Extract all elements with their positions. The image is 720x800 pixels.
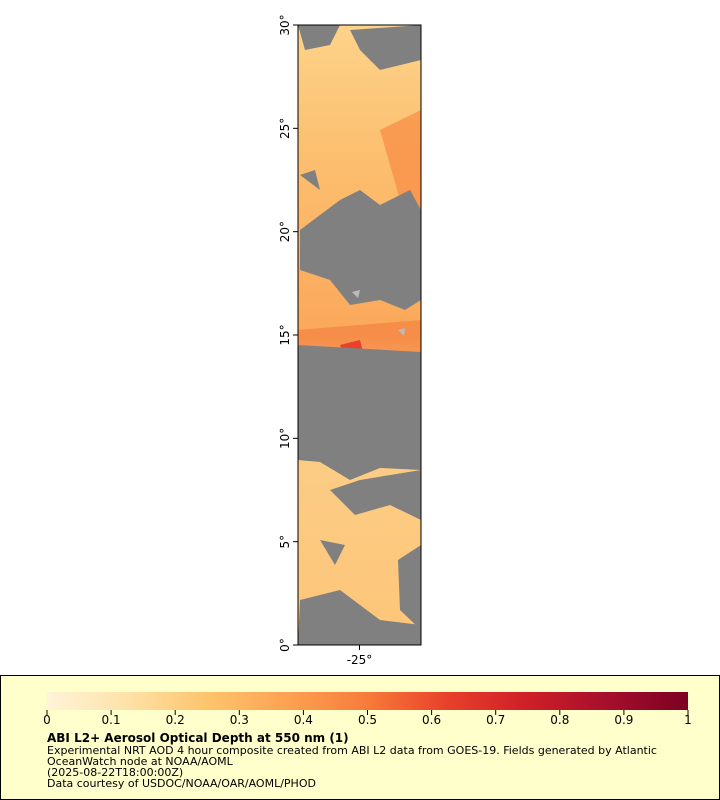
y-tick-label: 10° xyxy=(278,428,292,449)
y-tick-label: 5° xyxy=(278,535,292,549)
colorbar-tick-label: 0.2 xyxy=(166,713,185,727)
map-image xyxy=(298,25,421,645)
colorbar-tick-label: 0.1 xyxy=(102,713,121,727)
colorbar-tick-label: 0.4 xyxy=(294,713,313,727)
colorbar-tick-label: 0.5 xyxy=(358,713,377,727)
legend-title: ABI L2+ Aerosol Optical Depth at 550 nm … xyxy=(47,731,349,745)
y-tick-label: 30° xyxy=(278,14,292,35)
y-tick-label: 0° xyxy=(278,638,292,652)
colorbar-tick-label: 0.9 xyxy=(614,713,633,727)
colorbar xyxy=(47,692,688,710)
y-tick-label: 25° xyxy=(278,118,292,139)
legend-line: Experimental NRT AOD 4 hour composite cr… xyxy=(47,744,657,757)
legend-line: (2025-08-22T18:00:00Z) xyxy=(47,766,183,779)
colorbar-tick-label: 0.6 xyxy=(422,713,441,727)
colorbar-tick-label: 0.8 xyxy=(550,713,569,727)
axes: 0° 5° 10° 15° 20° 25° 30° -25° xyxy=(278,14,372,667)
legend-line: Data courtesy of USDOC/NOAA/OAR/AOML/PHO… xyxy=(47,777,316,790)
x-tick-label: -25° xyxy=(347,653,373,667)
y-tick-label: 20° xyxy=(278,221,292,242)
y-tick-label: 15° xyxy=(278,324,292,345)
colorbar-tick-label: 0.3 xyxy=(230,713,249,727)
colorbar-tick-label: 0.7 xyxy=(486,713,505,727)
colorbar-axis: 0 0.1 0.2 0.3 0.4 0.5 0.6 0.7 0.8 0.9 1 xyxy=(43,710,692,727)
colorbar-tick-label: 0 xyxy=(43,713,51,727)
colorbar-tick-label: 1 xyxy=(684,713,692,727)
legend-line: OceanWatch node at NOAA/AOML xyxy=(47,755,234,768)
